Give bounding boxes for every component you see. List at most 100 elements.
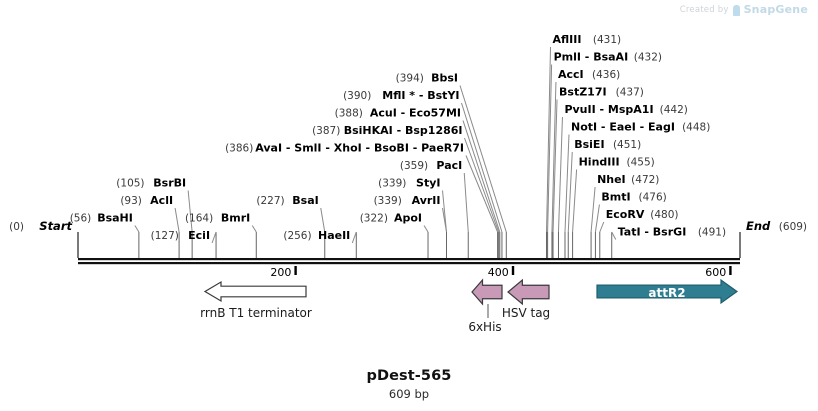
- ruler: 200 400 600: [270, 266, 732, 279]
- terminus-position-label: (609): [779, 221, 807, 233]
- feature-arrow[interactable]: [596, 278, 739, 305]
- sequence-length-label: 609 bp: [388, 387, 430, 401]
- snapgene-logo-icon: [732, 5, 740, 16]
- enzyme-leader-line: [462, 120, 501, 233]
- enzyme-name-label: MflI * - BstYI: [382, 89, 459, 102]
- enzyme-name-label: ApoI: [394, 212, 422, 225]
- enzyme-name-label: PvuII - MspA1I: [564, 103, 653, 116]
- title-block: pDest-565 609 bp: [0, 368, 818, 401]
- enzyme-position-label: (56): [70, 213, 92, 225]
- feature-arrow[interactable]: [471, 278, 503, 306]
- enzyme-name-label: BsrBI: [153, 177, 186, 190]
- enzyme-name-label: EcoRV: [606, 208, 645, 221]
- enzyme-position-label: (472): [631, 174, 659, 186]
- sequence-backbone: [78, 258, 740, 265]
- enzyme-name-label: TatI - BsrGI: [618, 226, 687, 239]
- enzyme-leader-line: [590, 186, 596, 233]
- enzyme-name-label: StyI: [416, 177, 440, 190]
- feature-label: HSV tag: [502, 306, 550, 320]
- feature-arrow[interactable]: [507, 278, 550, 306]
- enzyme-leader-line: [594, 204, 600, 233]
- enzyme-position-label: (359): [400, 160, 428, 172]
- enzyme-name-label: HindIII: [579, 156, 620, 169]
- enzyme-name-label: HaeII: [318, 229, 350, 242]
- backbone-line-bottom: [78, 262, 740, 265]
- enzyme-position-label: (451): [613, 139, 641, 151]
- enzyme-name-label: BsiEI: [574, 138, 604, 151]
- enzyme-leader-line: [611, 231, 617, 240]
- enzyme-label-group: BsaHI (56) AclI (93) BsrBI (105) EciI (127) BmrI…: [70, 33, 726, 242]
- enzyme-position-label: (455): [626, 157, 654, 169]
- enzyme-leader-line: [547, 64, 553, 233]
- enzyme-leader-line: [351, 231, 357, 244]
- enzyme-leader-line: [552, 99, 558, 233]
- enzyme-leader-line: [557, 116, 563, 233]
- enzyme-name-label: BsaI: [292, 194, 318, 207]
- enzyme-leader-line: [546, 46, 552, 233]
- terminus-label: End: [746, 219, 771, 233]
- enzyme-position-label: (127): [151, 230, 179, 242]
- enzyme-position-label: (227): [256, 195, 284, 207]
- enzyme-position-label: (442): [660, 104, 688, 116]
- enzyme-position-label: (386): [225, 143, 253, 155]
- enzyme-position-label: (491): [698, 227, 726, 239]
- enzyme-name-label: BmrI: [221, 212, 250, 225]
- enzyme-position-label: (164): [185, 213, 213, 225]
- enzyme-leader-line: [134, 225, 140, 233]
- ruler-tick-label: 600: [705, 266, 726, 279]
- enzyme-position-label: (322): [360, 213, 388, 225]
- enzyme-position-label: (394): [396, 73, 424, 85]
- enzyme-position-label: (387): [312, 125, 340, 137]
- enzyme-position-label: (339): [378, 178, 406, 190]
- enzyme-leader-line: [564, 134, 570, 233]
- enzyme-name-label: AclI: [150, 194, 173, 207]
- enzyme-name-label: PacI: [436, 159, 462, 172]
- enzyme-name-label: AcuI - Eco57MI: [370, 107, 461, 120]
- enzyme-leader-line: [465, 155, 499, 233]
- enzyme-position-label: (431): [593, 34, 621, 46]
- enzyme-leader-line: [459, 85, 507, 233]
- enzyme-name-label: BmtI: [601, 191, 630, 204]
- enzyme-position-label: (93): [120, 195, 142, 207]
- enzyme-position-label: (105): [116, 178, 144, 190]
- enzyme-leader-line: [567, 151, 573, 233]
- enzyme-leader-line: [423, 225, 429, 233]
- enzyme-name-label: AccI: [558, 68, 584, 81]
- ruler-tick: [294, 266, 297, 275]
- enzyme-leader-line: [187, 190, 193, 233]
- enzyme-leader-lines: [134, 46, 617, 258]
- snapgene-watermark: Created by SnapGene: [680, 3, 808, 16]
- ruler-tick: [729, 266, 732, 275]
- enzyme-leader-line: [464, 137, 500, 233]
- enzyme-leader-line: [320, 207, 326, 233]
- enzyme-leader-line: [251, 225, 257, 233]
- enzyme-name-label: BstZ17I: [559, 86, 607, 99]
- enzyme-name-label: NotI - EaeI - EagI: [571, 121, 675, 134]
- feature-label: 6xHis: [468, 320, 501, 334]
- enzyme-position-label: (339): [374, 195, 402, 207]
- enzyme-leader-line: [599, 221, 605, 233]
- ruler-tick-label: 200: [270, 266, 291, 279]
- enzyme-position-label: (436): [592, 69, 620, 81]
- enzyme-position-label: (448): [682, 122, 710, 134]
- sequence-termini: Start (0) End (609): [9, 219, 807, 258]
- page-title: pDest-565: [366, 368, 452, 384]
- enzyme-position-label: (476): [639, 192, 667, 204]
- enzyme-name-label: BsaHI: [97, 212, 133, 225]
- enzyme-leader-line: [551, 81, 557, 233]
- terminus-label: Start: [39, 219, 72, 233]
- enzyme-leader-line: [174, 207, 180, 233]
- enzyme-position-label: (390): [343, 90, 371, 102]
- enzyme-leader-line: [442, 190, 448, 233]
- enzyme-name-label: NheI: [597, 173, 626, 186]
- enzyme-name-label: BbsI: [431, 72, 458, 85]
- enzyme-leader-line: [461, 102, 503, 233]
- terminus-position-label: (0): [9, 221, 24, 233]
- feature-arrow[interactable]: [203, 280, 307, 303]
- enzyme-name-label: BsiHKAI - Bsp1286I: [344, 124, 463, 137]
- ruler-tick: [511, 266, 515, 275]
- enzyme-position-label: (432): [634, 52, 662, 64]
- enzyme-leader-line: [463, 172, 469, 233]
